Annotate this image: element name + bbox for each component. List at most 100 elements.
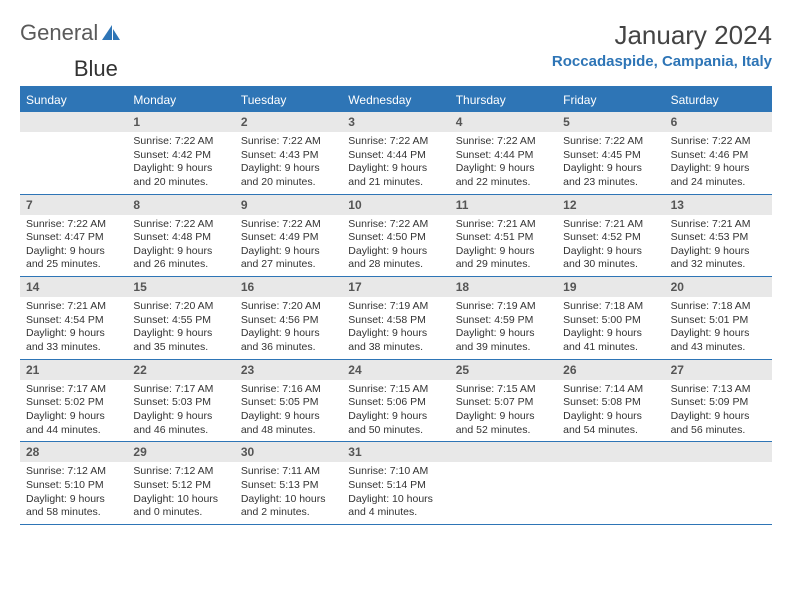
day-d2: and 58 minutes. [26, 506, 121, 520]
day-sr: Sunrise: 7:14 AM [563, 383, 658, 397]
day-ss: Sunset: 4:53 PM [671, 231, 766, 245]
day-d1: Daylight: 9 hours [241, 410, 336, 424]
day-number: 20 [665, 277, 772, 297]
day-ss: Sunset: 4:51 PM [456, 231, 551, 245]
day-ss: Sunset: 4:50 PM [348, 231, 443, 245]
day-sr: Sunrise: 7:21 AM [26, 300, 121, 314]
day-d1: Daylight: 9 hours [348, 327, 443, 341]
day-cell: 20Sunrise: 7:18 AMSunset: 5:01 PMDayligh… [665, 277, 772, 359]
day-d2: and 33 minutes. [26, 341, 121, 355]
day-cell [557, 442, 664, 524]
day-d2: and 44 minutes. [26, 424, 121, 438]
day-d1: Daylight: 9 hours [26, 245, 121, 259]
day-cell: 27Sunrise: 7:13 AMSunset: 5:09 PMDayligh… [665, 360, 772, 442]
day-number: 16 [235, 277, 342, 297]
day-ss: Sunset: 5:10 PM [26, 479, 121, 493]
day-d1: Daylight: 9 hours [241, 245, 336, 259]
day-body: Sunrise: 7:20 AMSunset: 4:55 PMDaylight:… [127, 297, 234, 359]
day-body: Sunrise: 7:18 AMSunset: 5:00 PMDaylight:… [557, 297, 664, 359]
day-body: Sunrise: 7:22 AMSunset: 4:45 PMDaylight:… [557, 132, 664, 194]
day-sr: Sunrise: 7:12 AM [133, 465, 228, 479]
day-sr: Sunrise: 7:22 AM [241, 218, 336, 232]
day-sr: Sunrise: 7:12 AM [26, 465, 121, 479]
day-sr: Sunrise: 7:22 AM [133, 135, 228, 149]
day-body: Sunrise: 7:12 AMSunset: 5:10 PMDaylight:… [20, 462, 127, 524]
day-sr: Sunrise: 7:15 AM [348, 383, 443, 397]
day-cell: 29Sunrise: 7:12 AMSunset: 5:12 PMDayligh… [127, 442, 234, 524]
day-d1: Daylight: 10 hours [348, 493, 443, 507]
day-d1: Daylight: 9 hours [456, 410, 551, 424]
day-d2: and 24 minutes. [671, 176, 766, 190]
day-body: Sunrise: 7:15 AMSunset: 5:06 PMDaylight:… [342, 380, 449, 442]
day-body: Sunrise: 7:16 AMSunset: 5:05 PMDaylight:… [235, 380, 342, 442]
day-sr: Sunrise: 7:22 AM [348, 135, 443, 149]
day-number: 8 [127, 195, 234, 215]
day-d1: Daylight: 9 hours [133, 245, 228, 259]
day-cell: 7Sunrise: 7:22 AMSunset: 4:47 PMDaylight… [20, 195, 127, 277]
day-d2: and 2 minutes. [241, 506, 336, 520]
day-cell: 11Sunrise: 7:21 AMSunset: 4:51 PMDayligh… [450, 195, 557, 277]
empty-day-number [557, 442, 664, 462]
day-d1: Daylight: 9 hours [456, 327, 551, 341]
weekday-label: Wednesday [342, 88, 449, 112]
day-cell: 24Sunrise: 7:15 AMSunset: 5:06 PMDayligh… [342, 360, 449, 442]
day-cell: 4Sunrise: 7:22 AMSunset: 4:44 PMDaylight… [450, 112, 557, 194]
day-sr: Sunrise: 7:17 AM [133, 383, 228, 397]
day-number: 19 [557, 277, 664, 297]
day-ss: Sunset: 5:13 PM [241, 479, 336, 493]
day-d2: and 22 minutes. [456, 176, 551, 190]
day-number: 30 [235, 442, 342, 462]
day-number: 12 [557, 195, 664, 215]
day-ss: Sunset: 5:02 PM [26, 396, 121, 410]
day-cell: 21Sunrise: 7:17 AMSunset: 5:02 PMDayligh… [20, 360, 127, 442]
day-number: 6 [665, 112, 772, 132]
day-sr: Sunrise: 7:17 AM [26, 383, 121, 397]
day-number: 27 [665, 360, 772, 380]
day-sr: Sunrise: 7:15 AM [456, 383, 551, 397]
day-ss: Sunset: 4:49 PM [241, 231, 336, 245]
day-body: Sunrise: 7:22 AMSunset: 4:42 PMDaylight:… [127, 132, 234, 194]
day-d1: Daylight: 9 hours [133, 162, 228, 176]
day-sr: Sunrise: 7:22 AM [348, 218, 443, 232]
day-sr: Sunrise: 7:22 AM [133, 218, 228, 232]
empty-day-number [665, 442, 772, 462]
empty-day-number [450, 442, 557, 462]
day-d2: and 26 minutes. [133, 258, 228, 272]
day-cell: 6Sunrise: 7:22 AMSunset: 4:46 PMDaylight… [665, 112, 772, 194]
day-number: 22 [127, 360, 234, 380]
day-sr: Sunrise: 7:18 AM [671, 300, 766, 314]
day-ss: Sunset: 4:54 PM [26, 314, 121, 328]
day-cell: 14Sunrise: 7:21 AMSunset: 4:54 PMDayligh… [20, 277, 127, 359]
day-ss: Sunset: 4:59 PM [456, 314, 551, 328]
day-d2: and 50 minutes. [348, 424, 443, 438]
day-sr: Sunrise: 7:13 AM [671, 383, 766, 397]
day-ss: Sunset: 5:07 PM [456, 396, 551, 410]
day-sr: Sunrise: 7:20 AM [133, 300, 228, 314]
day-ss: Sunset: 4:44 PM [348, 149, 443, 163]
day-ss: Sunset: 4:52 PM [563, 231, 658, 245]
day-sr: Sunrise: 7:21 AM [671, 218, 766, 232]
day-d1: Daylight: 9 hours [671, 245, 766, 259]
day-number: 31 [342, 442, 449, 462]
day-cell: 5Sunrise: 7:22 AMSunset: 4:45 PMDaylight… [557, 112, 664, 194]
day-number: 18 [450, 277, 557, 297]
day-d2: and 27 minutes. [241, 258, 336, 272]
day-d2: and 28 minutes. [348, 258, 443, 272]
day-cell: 10Sunrise: 7:22 AMSunset: 4:50 PMDayligh… [342, 195, 449, 277]
day-sr: Sunrise: 7:11 AM [241, 465, 336, 479]
day-d1: Daylight: 9 hours [348, 162, 443, 176]
day-d2: and 41 minutes. [563, 341, 658, 355]
day-ss: Sunset: 5:01 PM [671, 314, 766, 328]
weekday-label: Sunday [20, 88, 127, 112]
day-sr: Sunrise: 7:19 AM [456, 300, 551, 314]
day-cell: 22Sunrise: 7:17 AMSunset: 5:03 PMDayligh… [127, 360, 234, 442]
day-cell: 15Sunrise: 7:20 AMSunset: 4:55 PMDayligh… [127, 277, 234, 359]
day-cell: 17Sunrise: 7:19 AMSunset: 4:58 PMDayligh… [342, 277, 449, 359]
day-cell [450, 442, 557, 524]
day-number: 9 [235, 195, 342, 215]
day-cell: 26Sunrise: 7:14 AMSunset: 5:08 PMDayligh… [557, 360, 664, 442]
day-ss: Sunset: 5:08 PM [563, 396, 658, 410]
day-d1: Daylight: 9 hours [456, 245, 551, 259]
day-number: 7 [20, 195, 127, 215]
day-number: 11 [450, 195, 557, 215]
